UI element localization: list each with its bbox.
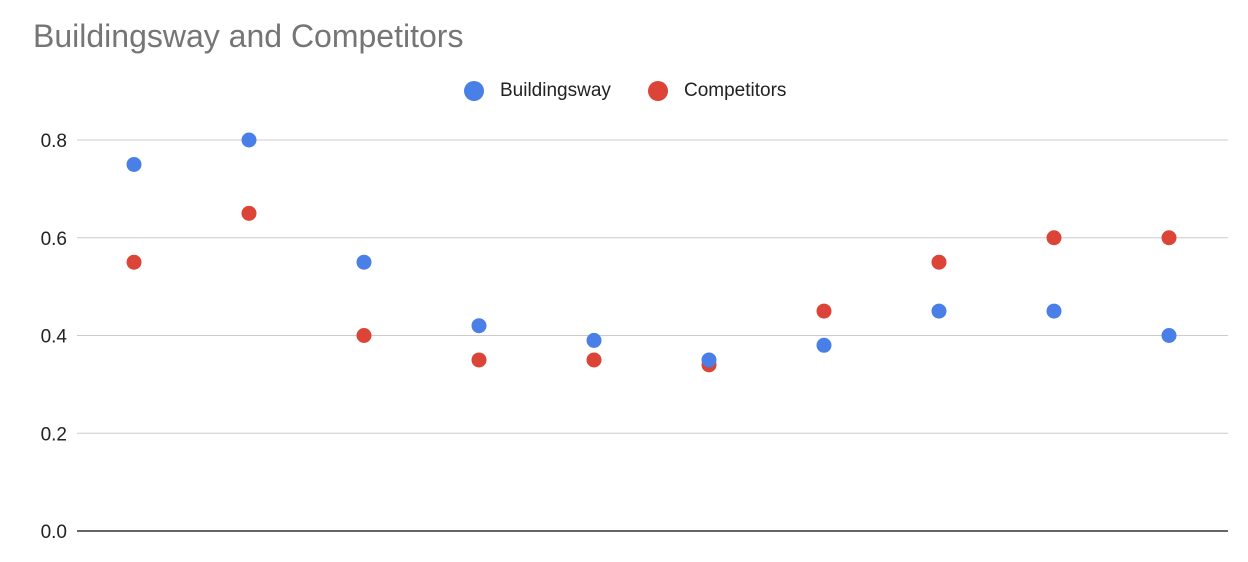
data-point-buildingsway[interactable] [241,132,257,148]
y-tick-label: 0.0 [41,522,67,543]
data-point-buildingsway[interactable] [701,352,717,368]
data-point-competitors[interactable] [1161,230,1177,246]
y-tick-label: 0.8 [41,131,67,152]
data-point-buildingsway[interactable] [1046,303,1062,319]
data-point-competitors[interactable] [586,352,602,368]
data-point-buildingsway[interactable] [471,318,487,334]
legend-label-competitors: Competitors [684,80,787,101]
legend-swatch-buildingsway [464,81,484,101]
data-point-buildingsway[interactable] [1161,328,1177,343]
data-point-buildingsway[interactable] [931,303,947,319]
data-point-buildingsway[interactable] [356,254,372,270]
y-tick-label: 0.2 [41,424,67,445]
legend-label-buildingsway: Buildingsway [500,80,611,101]
legend: Buildingsway Competitors [0,80,1248,106]
data-point-competitors[interactable] [241,205,257,221]
data-point-competitors[interactable] [816,303,832,319]
y-tick-label: 0.6 [41,229,67,250]
legend-swatch-competitors [648,81,668,101]
legend-item-buildingsway[interactable]: Buildingsway [464,80,611,102]
data-point-buildingsway[interactable] [126,156,142,172]
y-tick-label: 0.4 [41,327,68,348]
data-point-competitors[interactable] [126,254,142,270]
data-point-competitors[interactable] [931,254,947,270]
data-point-buildingsway[interactable] [816,337,832,353]
data-point-competitors[interactable] [356,328,372,343]
legend-item-competitors[interactable]: Competitors [648,80,786,102]
chart-title: Buildingsway and Competitors [33,18,464,54]
data-point-buildingsway[interactable] [586,332,602,348]
data-point-competitors[interactable] [471,352,487,368]
data-point-competitors[interactable] [1046,230,1062,246]
